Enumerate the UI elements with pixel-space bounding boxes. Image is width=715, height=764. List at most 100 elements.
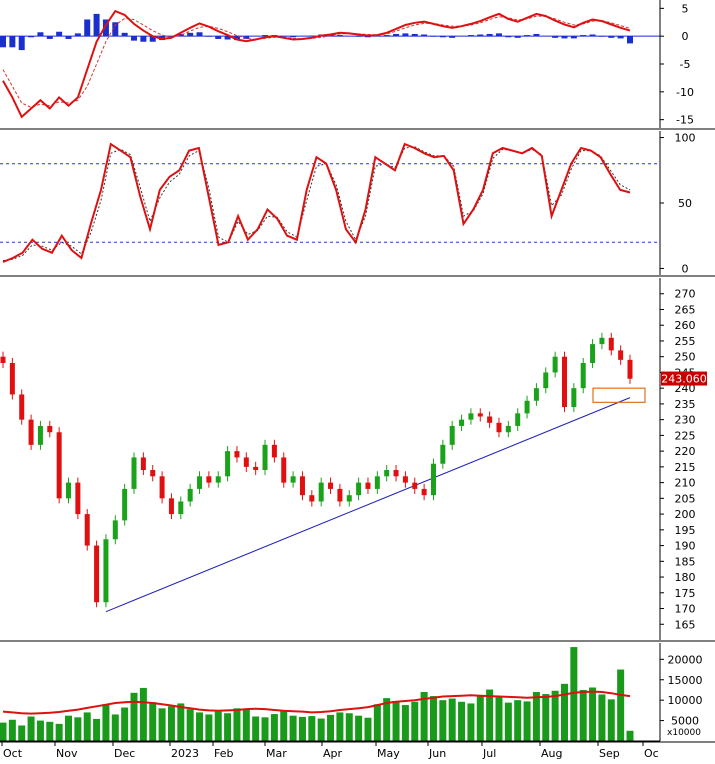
volume-bar — [46, 721, 54, 741]
candle-body — [262, 444, 268, 471]
volume-bar — [121, 707, 129, 741]
volume-bar — [18, 725, 26, 741]
candle-body — [627, 359, 633, 379]
candle-body — [430, 463, 436, 496]
volume-bar — [55, 723, 63, 741]
y-tick-label: 100 — [675, 132, 696, 145]
volume-bar — [224, 713, 232, 741]
y-tick-label: 175 — [675, 587, 696, 600]
volume-bar — [429, 696, 437, 741]
y-tick-label: 0 — [682, 262, 689, 275]
y-tick-label: 0 — [682, 30, 689, 43]
y-tick-label: 5 — [682, 2, 689, 15]
volume-bar — [542, 694, 550, 741]
volume-bar — [598, 694, 606, 741]
volume-bar — [261, 717, 269, 741]
candle-body — [449, 425, 455, 445]
x-tick-label: Apr — [323, 747, 343, 760]
y-tick-label: 255 — [675, 335, 696, 348]
y-tick-label: 170 — [675, 603, 696, 616]
volume-bar — [439, 700, 447, 741]
volume-bar — [458, 701, 466, 741]
volume-bar — [327, 714, 335, 741]
y-tick-label: 165 — [675, 618, 696, 631]
volume-bar — [83, 712, 91, 741]
volume-bar — [0, 722, 7, 741]
volume-bar — [579, 689, 587, 741]
candle-body — [552, 356, 558, 373]
candle-body — [561, 356, 567, 408]
y-tick-label: 185 — [675, 555, 696, 568]
volume-bar — [280, 710, 288, 741]
candle-body — [37, 425, 43, 445]
x-tick-label: Aug — [541, 747, 562, 760]
candle-body — [168, 498, 174, 515]
y-tick-label: 270 — [675, 288, 696, 301]
x-tick-label: Jun — [428, 747, 446, 760]
candle-body — [505, 425, 511, 433]
volume-bar — [298, 716, 306, 741]
volume-bar — [476, 695, 484, 741]
volume-bar — [373, 704, 381, 741]
candle-body — [178, 501, 184, 515]
y-tick-label: -10 — [676, 86, 694, 99]
y-tick-label: 220 — [675, 445, 696, 458]
volume-bar — [196, 712, 204, 741]
y-tick-label: 230 — [675, 414, 696, 427]
macd-line — [2, 9, 631, 119]
volume-bar — [392, 700, 400, 741]
candle-body — [356, 482, 362, 496]
candle-body — [253, 466, 259, 471]
volume-bar — [36, 720, 44, 741]
candle-body — [440, 444, 446, 464]
x-tick-label: Oct — [3, 747, 23, 760]
stochastic-k-line — [2, 142, 631, 263]
volume-bar — [8, 719, 16, 741]
volume-bar — [289, 715, 297, 741]
y-tick-label: 225 — [675, 429, 696, 442]
candle-body — [290, 476, 296, 483]
trend-line — [105, 397, 631, 613]
volume-bar — [27, 716, 35, 741]
volume-bar — [233, 708, 241, 741]
candle-body — [318, 482, 324, 502]
y-tick-label: 215 — [675, 461, 696, 474]
volume-bar — [467, 703, 475, 741]
candle-body — [608, 337, 614, 351]
volume-bar — [205, 714, 213, 741]
volume-bar — [177, 703, 185, 741]
volume-bar — [93, 718, 101, 741]
y-tick-label: 200 — [675, 508, 696, 521]
candle-body — [384, 470, 390, 477]
volume-bar — [448, 698, 456, 741]
volume-bar — [560, 683, 568, 741]
volume-bar — [626, 730, 634, 741]
panel-frames — [0, 0, 715, 743]
candle-body — [56, 432, 62, 499]
candle-body — [328, 482, 334, 489]
candle-body — [468, 413, 474, 420]
y-tick-label: 195 — [675, 524, 696, 537]
candle-body — [187, 488, 193, 502]
candle-body — [393, 470, 399, 477]
candle-body — [412, 482, 418, 489]
volume-bar — [523, 701, 531, 741]
price-panel: 165 170 175 180 185 190 195 200 205 210 215 220 225 2… — [0, 288, 707, 631]
volume-bar — [486, 689, 494, 741]
volume-bar — [252, 716, 260, 741]
candle-body — [84, 514, 90, 546]
candle-body — [515, 413, 521, 426]
candle-body — [580, 362, 586, 389]
candle-body — [599, 337, 605, 345]
volume-bar — [317, 718, 325, 741]
volume-bar — [383, 698, 391, 741]
candle-body — [0, 356, 6, 363]
volume-bar — [355, 715, 363, 741]
candle-body — [618, 350, 624, 360]
candle-body — [140, 457, 146, 471]
y-tick-label: 265 — [675, 303, 696, 316]
x-tick-label: Sep — [599, 747, 620, 760]
y-tick-label: -15 — [676, 114, 694, 127]
candle-body — [524, 400, 530, 414]
